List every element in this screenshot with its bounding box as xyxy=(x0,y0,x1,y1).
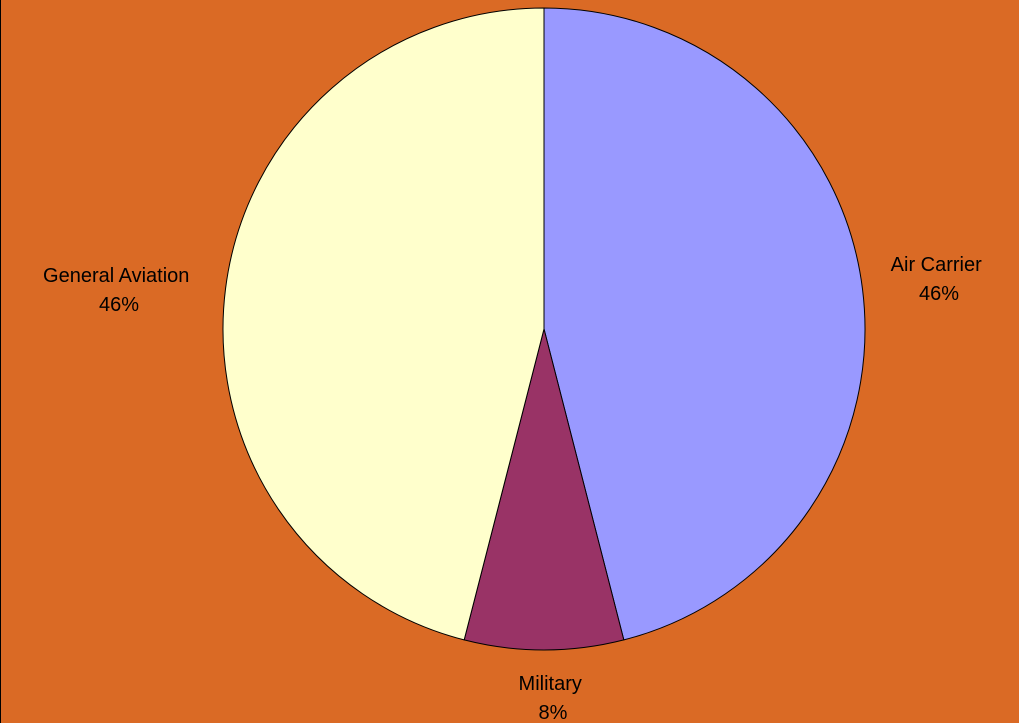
pie-slice-air-carrier xyxy=(543,7,866,641)
general-aviation-percent: 46% xyxy=(99,294,139,316)
air-carrier-label: Air Carrier 46% xyxy=(891,254,988,305)
pie-slices xyxy=(222,7,866,651)
pie-slice-military xyxy=(463,328,625,651)
pie-slice-general-aviation xyxy=(222,7,545,641)
air-carrier-percent: 46% xyxy=(919,283,959,305)
military-percent: 8% xyxy=(539,702,568,723)
military-label: Military 8% xyxy=(519,673,588,723)
general-aviation-label: General Aviation 46% xyxy=(43,265,195,316)
slice-labels: Air Carrier 46% Military 8% General Avia… xyxy=(43,254,988,723)
